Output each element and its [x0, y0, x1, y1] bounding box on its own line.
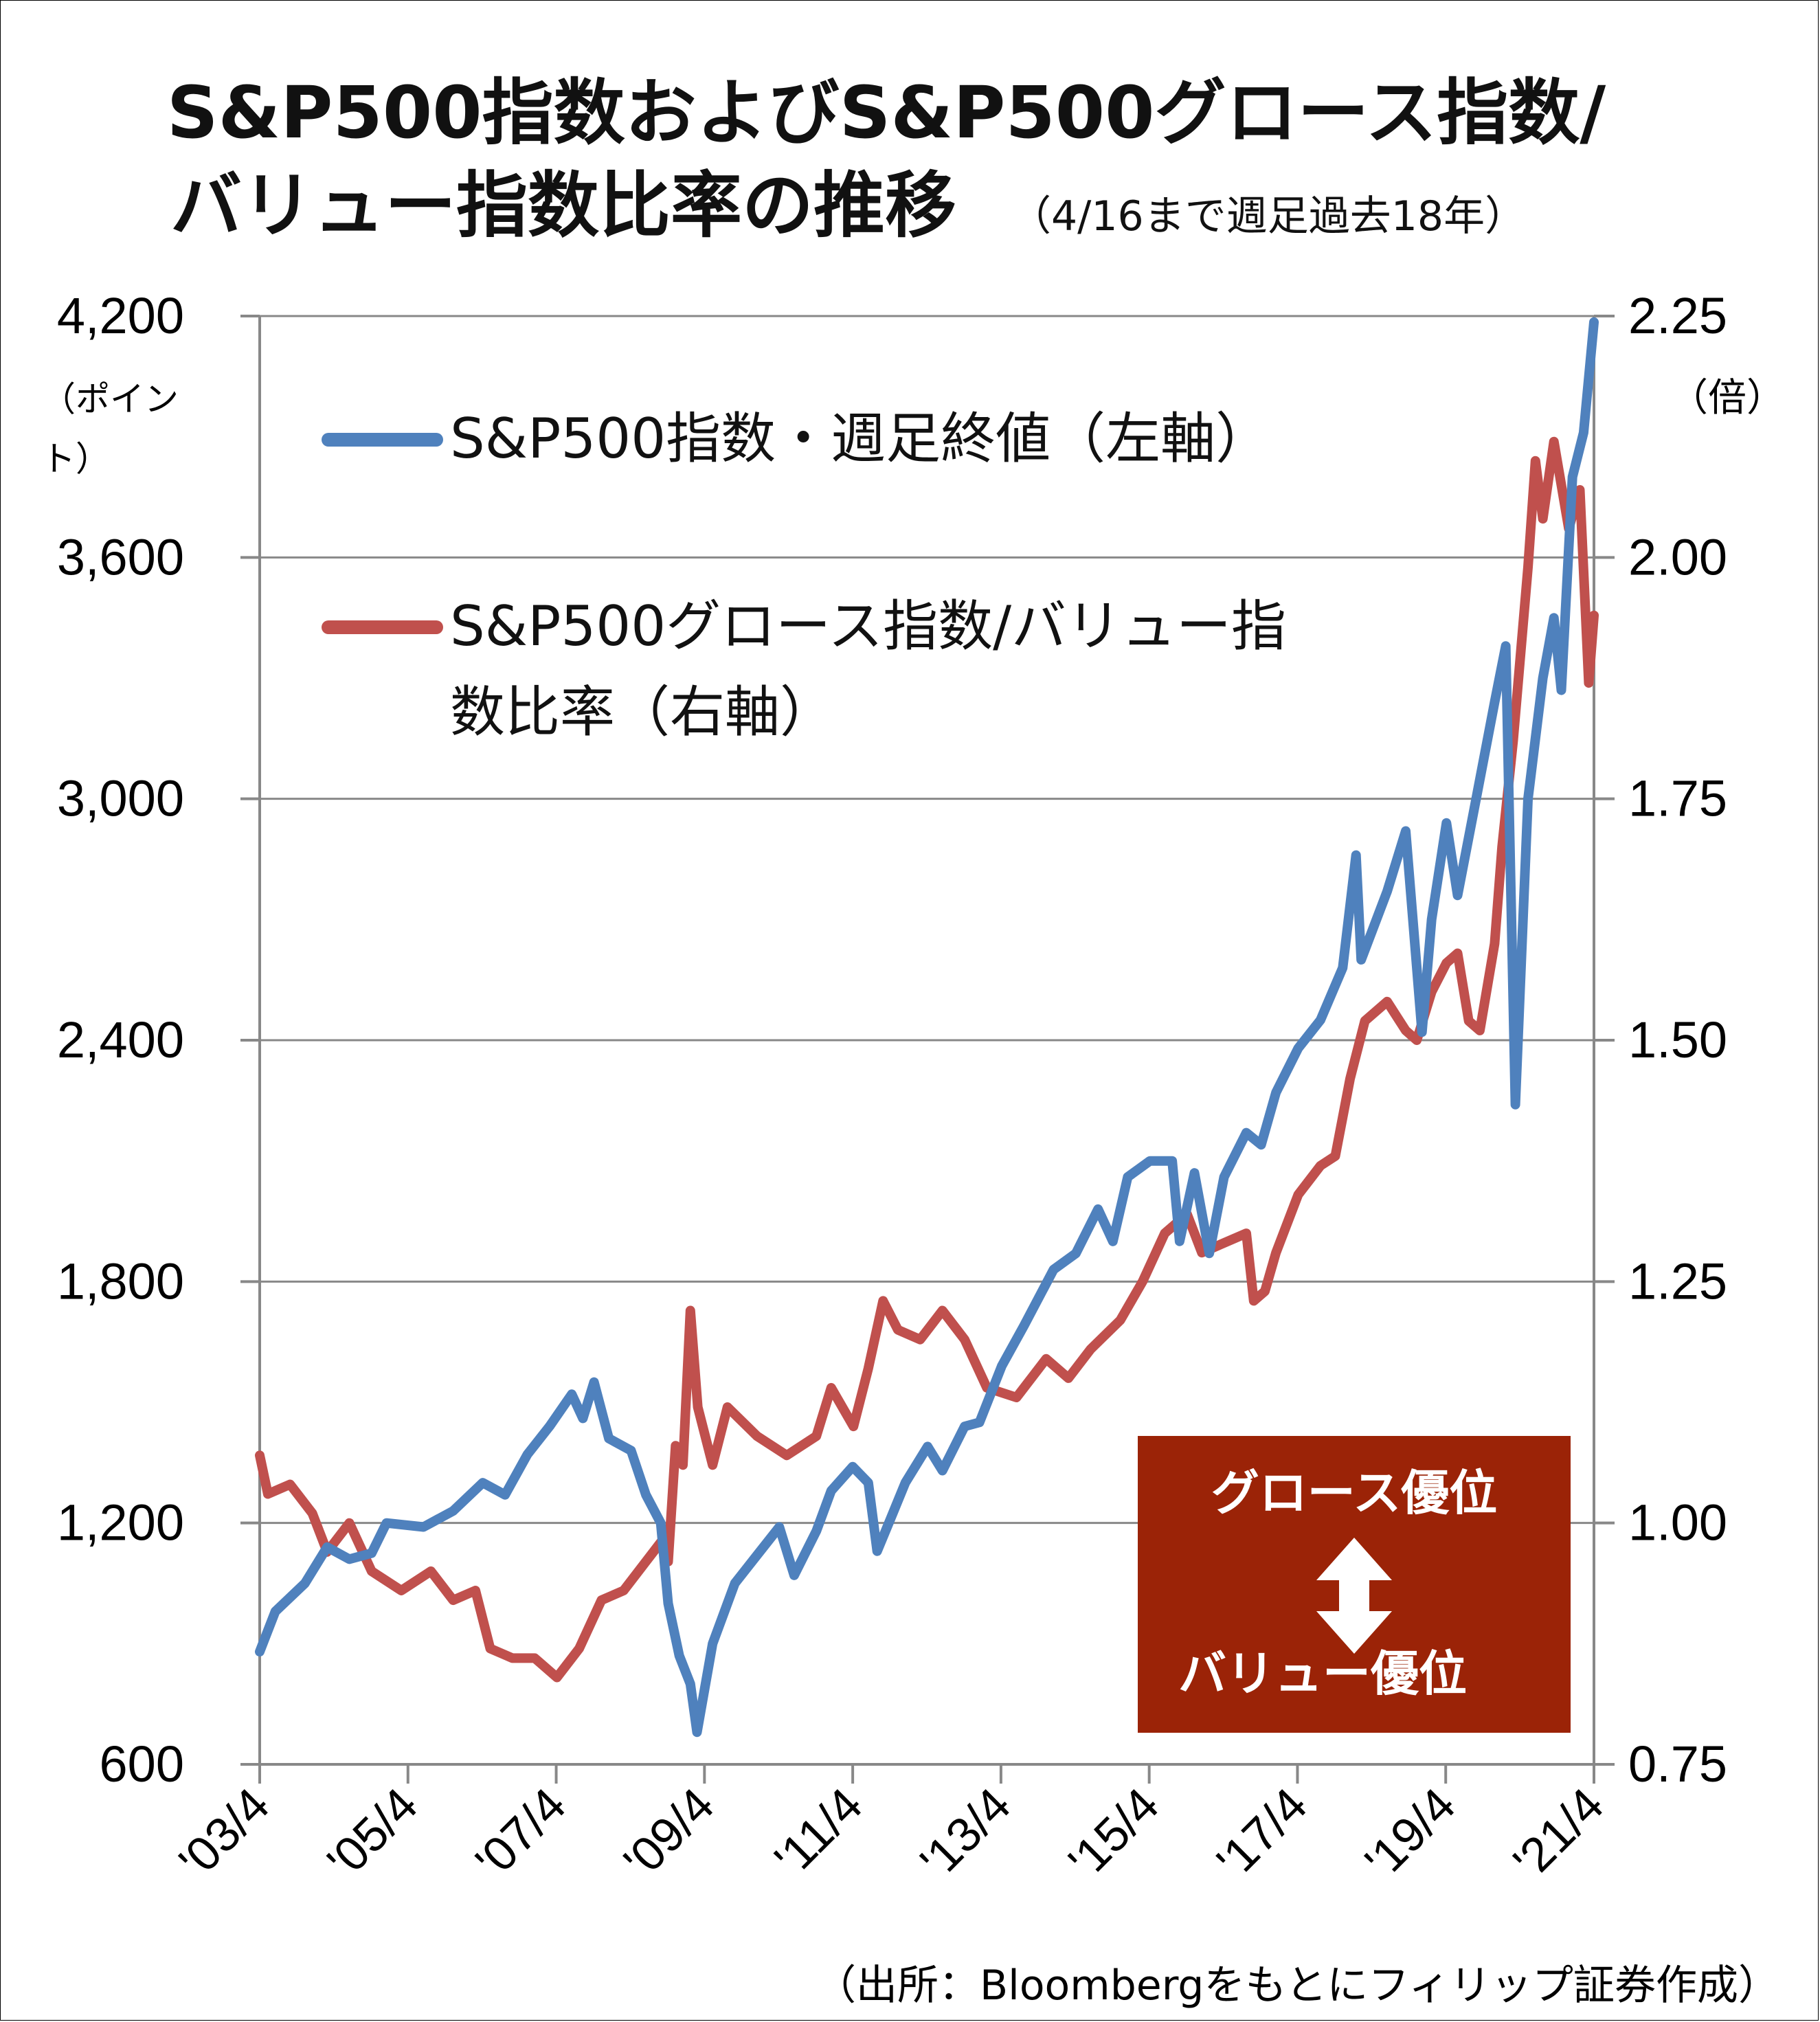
right-tick-label: 0.75 [1628, 1735, 1727, 1793]
growth-value-ratio-line [255, 436, 1599, 1683]
x-tick-label: '15/4 [1058, 1777, 1169, 1888]
left-tick-label: 3,000 [57, 770, 184, 827]
right-tick-label: 1.50 [1628, 1011, 1727, 1068]
x-tick-label: '07/4 [465, 1777, 576, 1888]
right-tick-label: 1.75 [1628, 770, 1727, 827]
annotation-growth-label: グロース優位 [1211, 1465, 1498, 1521]
right-tick-label: 2.00 [1628, 528, 1727, 585]
left-axis-ticks: 4,200 3,600 3,000 2,400 1,800 1,200 600 [57, 287, 184, 1793]
annotation-value-label: バリュー優位 [1178, 1645, 1467, 1702]
x-tick-label: '05/4 [317, 1777, 427, 1888]
left-axis-unit-line2: ト） [41, 439, 110, 479]
source-note: （出所：Bloombergをもとにフィリップ証券作成） [815, 1962, 1779, 2010]
right-tick-label: 2.25 [1628, 287, 1727, 344]
chart-title-period: （4/16まで週足過去18年） [1010, 192, 1526, 240]
left-tick-label: 600 [100, 1735, 184, 1793]
series-group [255, 317, 1599, 1738]
left-tick-label: 2,400 [57, 1011, 184, 1068]
chart-title-line2: バリュー指数比率の推移 [170, 164, 956, 247]
left-tick-label: 1,800 [57, 1252, 184, 1310]
x-axis-ticks: '03/4 '05/4 '07/4 '09/4 '11/4 '13/4 '15/4 '17/4… [169, 1764, 1614, 1888]
x-tick-label: '17/4 [1206, 1777, 1317, 1888]
right-tick-label: 1.25 [1628, 1252, 1727, 1310]
left-axis-unit-line1: （ポイン [41, 379, 179, 419]
x-tick-label: '13/4 [910, 1777, 1021, 1888]
right-axis-ticks: 2.25 2.00 1.75 1.50 1.25 1.00 0.75 [1594, 287, 1727, 1793]
x-tick-label: '19/4 [1355, 1777, 1465, 1888]
x-tick-label: '09/4 [614, 1777, 724, 1888]
x-tick-label: '21/4 [1503, 1777, 1614, 1888]
right-tick-label: 1.00 [1628, 1494, 1727, 1551]
chart-title-line1: S&P500指数およびS&P500グロース指数/ [167, 71, 1606, 155]
legend-label-ratio-line1: S&P500グロース指数/バリュー指 [450, 594, 1286, 658]
right-axis-unit: （倍） [1670, 376, 1785, 420]
left-tick-label: 3,600 [57, 528, 184, 585]
x-tick-label: '11/4 [764, 1777, 872, 1885]
double-arrow-icon [1316, 1538, 1392, 1654]
left-tick-label: 4,200 [57, 287, 184, 344]
left-tick-label: 1,200 [57, 1494, 184, 1551]
legend-label-sp500: S&P500指数・週足終値（左軸） [450, 407, 1270, 471]
sp500-line [255, 317, 1599, 1738]
legend-label-ratio-line2: 数比率（右軸） [450, 680, 835, 744]
annotation-box: グロース優位 バリュー優位 [1138, 1436, 1571, 1733]
x-tick-label: '03/4 [169, 1777, 280, 1888]
legend: S&P500指数・週足終値（左軸） S&P500グロース指数/バリュー指 数比率… [322, 407, 1286, 744]
